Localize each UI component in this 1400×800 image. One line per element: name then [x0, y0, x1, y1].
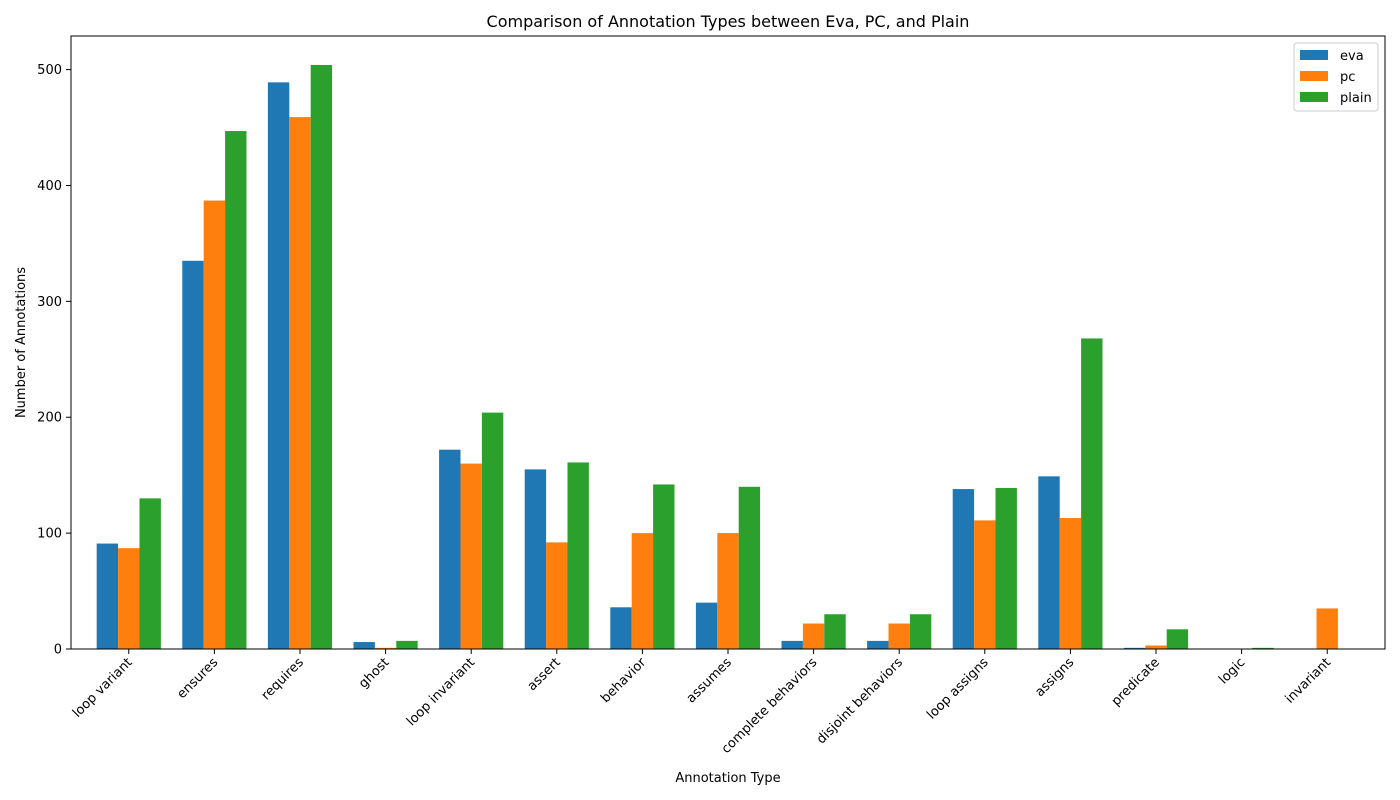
- x-tick-label: loop variant: [70, 655, 136, 721]
- bar-eva-loop-variant: [96, 543, 119, 649]
- bar-pc-invariant: [1316, 608, 1338, 649]
- bar-pc-ensures: [203, 200, 226, 649]
- x-axis-title: Annotation Type: [675, 771, 780, 786]
- bar-plain-ghost: [396, 640, 418, 649]
- bar-pc-assumes: [717, 533, 739, 649]
- bar-pc-requires: [289, 117, 311, 650]
- bar-plain-assigns: [1081, 338, 1103, 649]
- x-tick-label: loop assigns: [924, 655, 992, 723]
- bar-eva-assigns: [1038, 476, 1060, 649]
- bar-pc-predicate: [1145, 645, 1167, 649]
- bar-eva-assumes: [695, 602, 718, 649]
- bar-plain-loop-variant: [139, 498, 161, 649]
- x-axis-ticks: loop variant ensures requires ghost loop inv…: [70, 649, 1334, 757]
- bar-pc-behavior: [631, 533, 654, 649]
- bar-plain-assumes: [738, 486, 761, 649]
- bar-plain-predicate: [1166, 629, 1189, 649]
- legend: eva pc plain: [1293, 42, 1379, 112]
- y-tick-label: 0: [54, 643, 62, 658]
- bar-plain-loop-assigns: [995, 487, 1017, 649]
- bars-group: [96, 64, 1338, 650]
- bar-plain-logic: [1252, 647, 1274, 649]
- legend-label-pc: pc: [1340, 70, 1355, 85]
- bar-eva-disjoint-behaviors: [867, 640, 889, 649]
- bar-plain-behavior: [653, 484, 675, 649]
- x-tick-label: logic: [1216, 655, 1248, 687]
- bar-eva-assert: [524, 469, 547, 649]
- x-tick-label: complete behaviors: [719, 655, 821, 757]
- bar-pc-loop-variant: [118, 548, 140, 649]
- bar-plain-disjoint-behaviors: [909, 614, 932, 649]
- legend-swatch-plain: [1300, 92, 1328, 102]
- x-tick-label: requires: [259, 655, 307, 703]
- bar-eva-complete-behaviors: [781, 640, 803, 649]
- bar-pc-assert: [546, 542, 568, 649]
- x-tick-label: behavior: [598, 655, 649, 706]
- x-tick-label: invariant: [1283, 655, 1334, 706]
- chart-title: Comparison of Annotation Types between E…: [487, 12, 970, 31]
- legend-label-eva: eva: [1340, 49, 1364, 64]
- bar-pc-disjoint-behaviors: [888, 623, 910, 649]
- x-tick-label: disjoint behaviors: [814, 655, 906, 747]
- bar-eva-behavior: [610, 607, 632, 649]
- y-tick-label: 400: [37, 179, 62, 194]
- bar-plain-assert: [567, 462, 589, 649]
- x-tick-label: predicate: [1109, 655, 1163, 709]
- y-tick-label: 500: [37, 63, 62, 78]
- bar-eva-predicate: [1123, 647, 1146, 649]
- legend-swatch-pc: [1300, 71, 1328, 81]
- bar-eva-requires: [267, 82, 290, 649]
- x-tick-label: assigns: [1032, 655, 1077, 700]
- bar-eva-loop-invariant: [439, 449, 461, 649]
- bar-plain-loop-invariant: [481, 412, 504, 649]
- bar-pc-ghost: [374, 647, 397, 649]
- x-tick-label: ensures: [174, 655, 221, 702]
- bar-pc-loop-invariant: [460, 463, 482, 649]
- x-tick-label: assert: [525, 655, 564, 694]
- bar-eva-ensures: [182, 260, 204, 649]
- bar-pc-loop-assigns: [974, 520, 996, 649]
- y-axis-title: Number of Annotations: [14, 267, 29, 418]
- bar-plain-complete-behaviors: [824, 614, 846, 649]
- bar-plain-requires: [310, 64, 333, 650]
- y-tick-label: 100: [37, 527, 62, 542]
- plot-frame: [70, 35, 1386, 650]
- bar-eva-loop-assigns: [952, 489, 975, 649]
- bar-eva-ghost: [353, 642, 375, 649]
- x-tick-label: loop invariant: [404, 655, 478, 729]
- legend-label-plain: plain: [1340, 91, 1372, 106]
- bar-plain-ensures: [225, 131, 247, 649]
- bar-pc-complete-behaviors: [802, 623, 825, 649]
- bar-pc-assigns: [1059, 518, 1082, 649]
- y-tick-label: 200: [37, 411, 62, 426]
- x-tick-label: assumes: [684, 655, 735, 706]
- y-axis-ticks: 0 100 200 300 400 500: [37, 63, 71, 658]
- legend-swatch-eva: [1300, 50, 1328, 60]
- y-tick-label: 300: [37, 295, 62, 310]
- x-tick-label: ghost: [356, 655, 392, 691]
